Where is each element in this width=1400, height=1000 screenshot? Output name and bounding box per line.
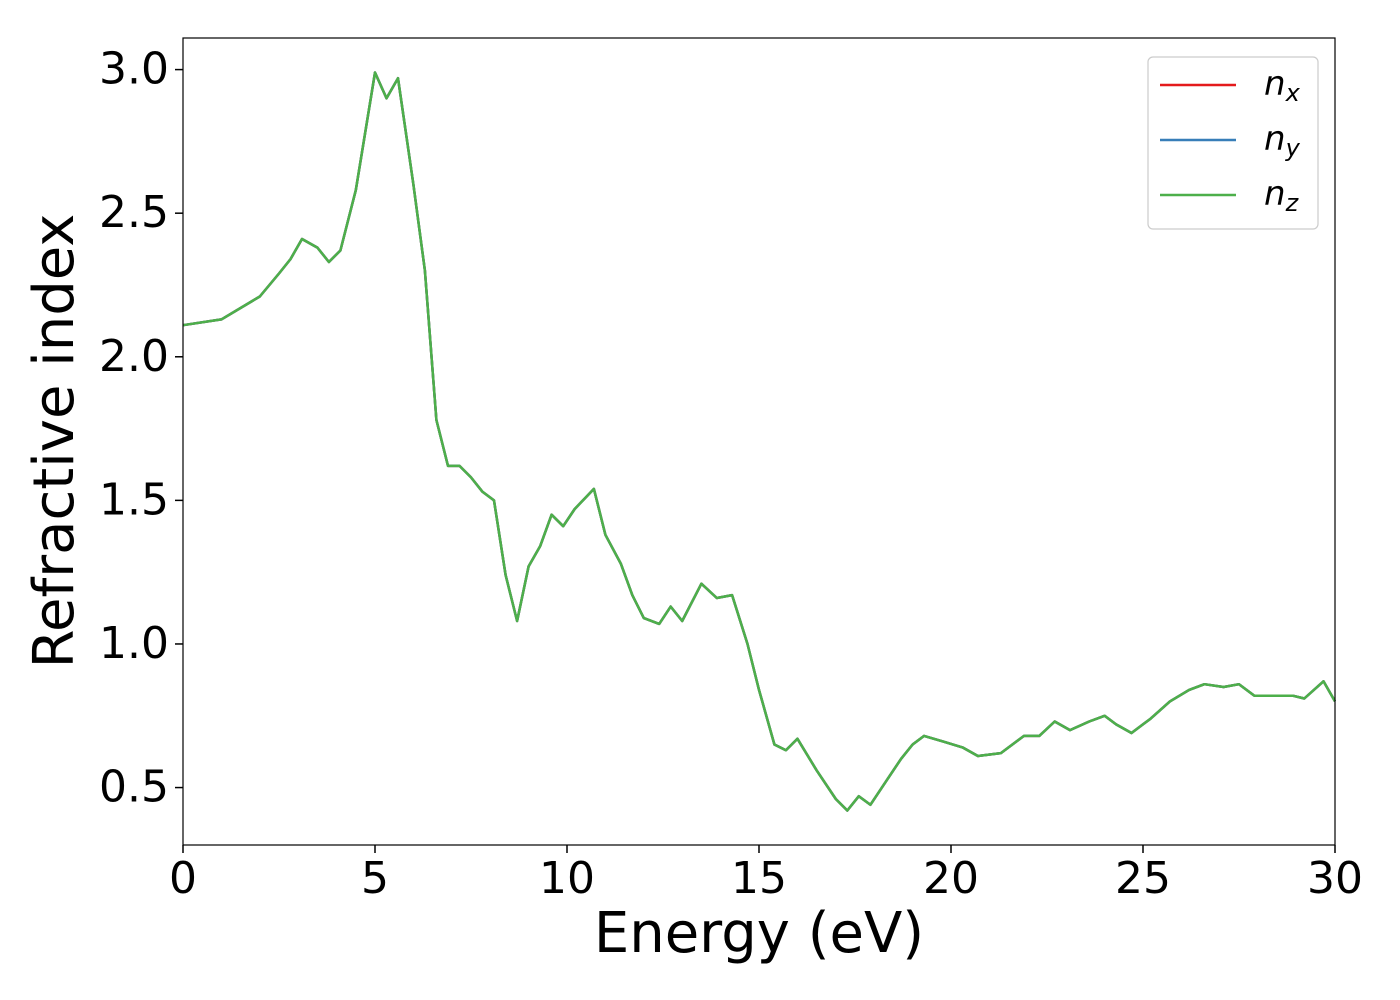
y-tick-label: 2.5 — [99, 187, 169, 238]
x-tick-label: 0 — [169, 853, 197, 904]
y-tick-label: 1.5 — [99, 474, 169, 525]
y-tick-label: 1.0 — [99, 618, 169, 669]
x-axis-label: Energy (eV) — [594, 901, 924, 966]
x-tick-label: 30 — [1307, 853, 1363, 904]
y-tick-label: 2.0 — [99, 331, 169, 382]
y-tick-label: 3.0 — [99, 44, 169, 95]
x-tick-label: 25 — [1115, 853, 1171, 904]
x-tick-label: 10 — [539, 853, 595, 904]
series-line — [182, 71, 1337, 812]
y-axis-label: Refractive index — [22, 214, 87, 669]
legend-label: nx — [1264, 64, 1301, 108]
y-tick-label: 0.5 — [99, 762, 169, 813]
x-tick-label: 15 — [731, 853, 787, 904]
legend-label: nz — [1264, 174, 1300, 218]
x-tick-label: 5 — [361, 853, 389, 904]
legend-label: ny — [1264, 119, 1301, 163]
plot-frame — [182, 37, 1336, 846]
legend-box — [1147, 56, 1319, 230]
x-tick-label: 20 — [923, 853, 979, 904]
